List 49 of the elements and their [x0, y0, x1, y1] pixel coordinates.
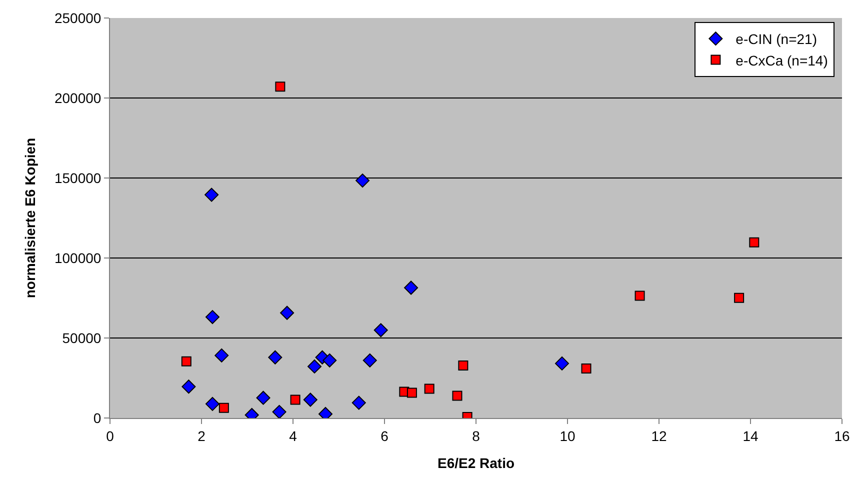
point [458, 360, 468, 371]
legend-label: e-CIN (n=21) [736, 31, 817, 48]
point [374, 323, 388, 338]
y-tick-label: 150000 [54, 170, 102, 186]
point [290, 394, 300, 405]
point [362, 353, 377, 368]
point [734, 292, 744, 303]
point [424, 384, 434, 394]
point [404, 280, 418, 295]
y-tick-label: 100000 [54, 250, 102, 266]
point [205, 310, 220, 324]
x-tick-label: 2 [198, 428, 206, 444]
point [308, 359, 322, 374]
point [275, 82, 286, 92]
point [749, 237, 760, 248]
point [205, 396, 220, 411]
legend-label: e-CxCa (n=14) [736, 52, 828, 68]
x-tick-label: 0 [106, 428, 114, 444]
point [256, 390, 270, 405]
point [214, 348, 229, 362]
point [356, 174, 370, 188]
point [218, 402, 229, 413]
point [352, 396, 366, 410]
y-tick-label: 200000 [54, 90, 102, 106]
x-tick-label: 10 [560, 428, 576, 444]
x-tick-label: 4 [289, 428, 298, 444]
x-tick-label: 16 [834, 428, 850, 444]
point [182, 380, 196, 394]
x-tick-label: 6 [380, 428, 389, 444]
point [268, 350, 282, 364]
point [204, 188, 219, 202]
y-tick-label: 50000 [62, 330, 102, 346]
x-axis-title: E6/E2 Ratio [437, 455, 515, 472]
point [406, 388, 417, 398]
x-tick-label: 8 [472, 428, 480, 444]
point [555, 356, 570, 370]
point [322, 353, 337, 368]
point [303, 392, 318, 407]
point [280, 306, 294, 320]
x-tick-label: 14 [742, 428, 758, 444]
x-tick-label: 12 [651, 428, 667, 444]
point [581, 364, 592, 374]
y-tick-label: 250000 [54, 10, 102, 26]
point [272, 404, 286, 418]
point [634, 290, 645, 301]
point [181, 356, 192, 366]
y-axis-title: normalisierte E6 Kopien [22, 138, 38, 298]
point [452, 390, 462, 401]
y-tick-label: 0 [93, 410, 102, 426]
